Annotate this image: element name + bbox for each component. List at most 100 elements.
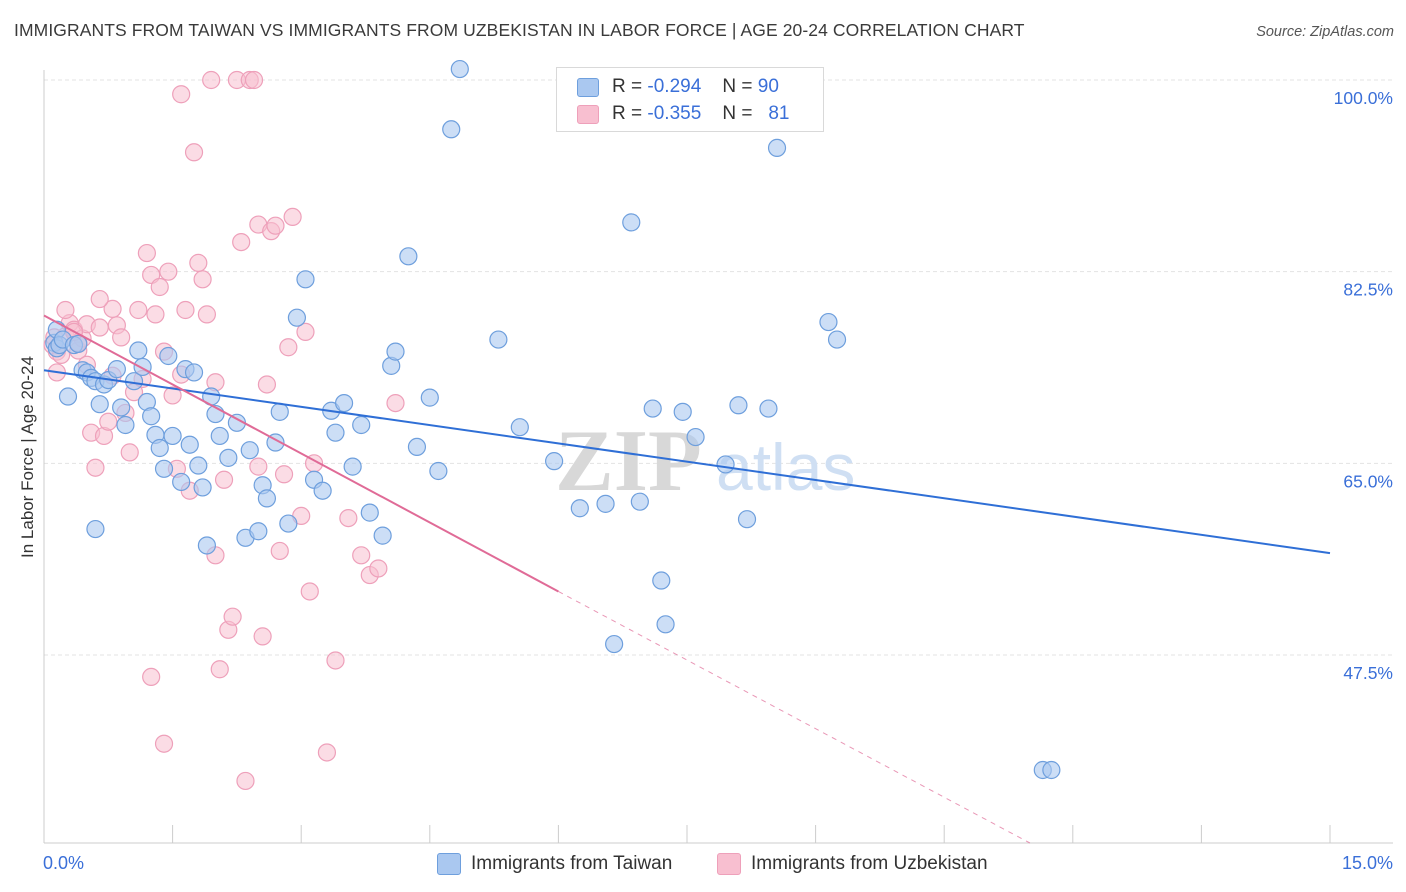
- uzbekistan-point: [120, 443, 139, 462]
- taiwan-point: [142, 407, 161, 426]
- taiwan-point: [69, 334, 88, 354]
- taiwan-point: [545, 452, 564, 471]
- uzbekistan-point: [154, 734, 174, 753]
- uzbekistan-point: [274, 465, 294, 484]
- taiwan-point: [716, 455, 735, 474]
- uzbekistan-point: [257, 375, 277, 394]
- uzbekistan-point: [223, 607, 242, 626]
- taiwan-point: [450, 59, 469, 79]
- taiwan-point: [279, 514, 298, 533]
- uzbekistan-point: [56, 300, 75, 320]
- taiwan-point: [163, 426, 182, 446]
- x-tick-label-max: 15.0%: [1341, 853, 1393, 873]
- taiwan-point: [172, 472, 191, 492]
- taiwan-point: [133, 357, 152, 377]
- taiwan-point: [643, 399, 662, 418]
- taiwan-legend-label: Immigrants from Taiwan: [471, 853, 673, 874]
- taiwan-point: [386, 342, 405, 361]
- taiwan-point: [729, 396, 748, 415]
- taiwan-point: [759, 399, 778, 418]
- taiwan-point: [510, 418, 529, 437]
- taiwan-point: [596, 494, 615, 513]
- grid-lines: [44, 79, 1393, 656]
- uzbekistan-point: [283, 207, 302, 227]
- taiwan-point: [313, 481, 332, 500]
- taiwan-n-label: N =: [722, 76, 753, 97]
- uzbekistan-point: [150, 277, 169, 297]
- uzbekistan-point: [112, 328, 131, 347]
- uzbekistan-point: [300, 582, 319, 601]
- uzbekistan-r-value: -0.355: [647, 103, 702, 124]
- taiwan-point: [90, 395, 109, 414]
- uzbekistan-point: [163, 386, 182, 405]
- taiwan-point: [352, 415, 371, 435]
- uzbekistan-point: [137, 243, 156, 263]
- y-tick-label: 82.5%: [1343, 280, 1393, 300]
- taiwan-point: [270, 402, 289, 421]
- taiwan-point: [154, 459, 174, 478]
- uzbekistan-point: [142, 667, 161, 687]
- taiwan-point: [442, 120, 461, 139]
- uzbekistan-point: [99, 412, 118, 431]
- uzbekistan-point: [236, 771, 255, 791]
- uzbekistan-point: [176, 300, 195, 320]
- taiwan-point: [116, 415, 135, 435]
- taiwan-point: [249, 522, 268, 541]
- uzbekistan-r-label: R =: [612, 103, 643, 124]
- taiwan-point: [296, 270, 315, 289]
- uzbekistan-point: [210, 660, 229, 679]
- taiwan-point: [605, 634, 624, 654]
- taiwan-point: [420, 388, 439, 407]
- trend-lines: [43, 314, 1331, 844]
- taiwan-point: [399, 247, 418, 266]
- uzbekistan-point: [279, 338, 298, 357]
- taiwan-point: [240, 441, 259, 460]
- uzbekistan-point: [86, 458, 105, 477]
- uzbekistan-point: [386, 393, 405, 413]
- uzbekistan-point: [266, 216, 285, 235]
- taiwan-point: [86, 519, 105, 539]
- y-tick-label: 47.5%: [1343, 663, 1393, 683]
- taiwan-trend-line: [43, 369, 1331, 555]
- taiwan-point: [489, 330, 508, 349]
- source-text: Source: ZipAtlas.com: [1256, 24, 1394, 40]
- axes: [43, 70, 1393, 844]
- taiwan-point: [686, 427, 705, 447]
- source-credit: Source: ZipAtlas.com: [1256, 24, 1394, 40]
- y-tick-labels: 47.5% 65.0% 82.5% 100.0%: [1334, 88, 1393, 683]
- uzbekistan-point: [270, 541, 289, 561]
- uzbekistan-point: [146, 305, 165, 324]
- taiwan-point: [622, 213, 641, 232]
- uzbekistan-point: [369, 559, 388, 578]
- taiwan-point: [112, 398, 131, 417]
- taiwan-r-label: R =: [612, 76, 643, 97]
- taiwan-point: [360, 503, 379, 522]
- uzbekistan-legend-swatch: [717, 853, 741, 875]
- taiwan-point: [189, 456, 208, 475]
- taiwan-point: [819, 312, 838, 332]
- taiwan-point: [407, 437, 427, 457]
- watermark: ZIP atlas: [555, 413, 855, 510]
- taiwan-point: [257, 489, 277, 508]
- taiwan-point: [1042, 760, 1061, 780]
- taiwan-point: [219, 448, 238, 467]
- uzbekistan-point: [193, 270, 212, 289]
- taiwan-legend-swatch: [437, 853, 461, 875]
- taiwan-point: [107, 360, 126, 379]
- uzbekistan-point: [90, 318, 109, 337]
- taiwan-point: [630, 492, 649, 511]
- y-axis-label: In Labor Force | Age 20-24: [18, 356, 37, 558]
- taiwan-point: [210, 426, 229, 446]
- taiwan-point: [373, 526, 392, 545]
- taiwan-point: [343, 457, 362, 476]
- taiwan-point: [652, 571, 671, 590]
- taiwan-point: [184, 363, 204, 382]
- uzbekistan-swatch: [577, 105, 599, 124]
- taiwan-point: [656, 615, 675, 634]
- taiwan-point: [767, 138, 787, 158]
- taiwan-point: [150, 438, 169, 458]
- watermark-zip: ZIP: [555, 413, 702, 510]
- uzbekistan-legend-label: Immigrants from Uzbekistan: [751, 853, 988, 874]
- uzbekistan-point: [129, 300, 148, 320]
